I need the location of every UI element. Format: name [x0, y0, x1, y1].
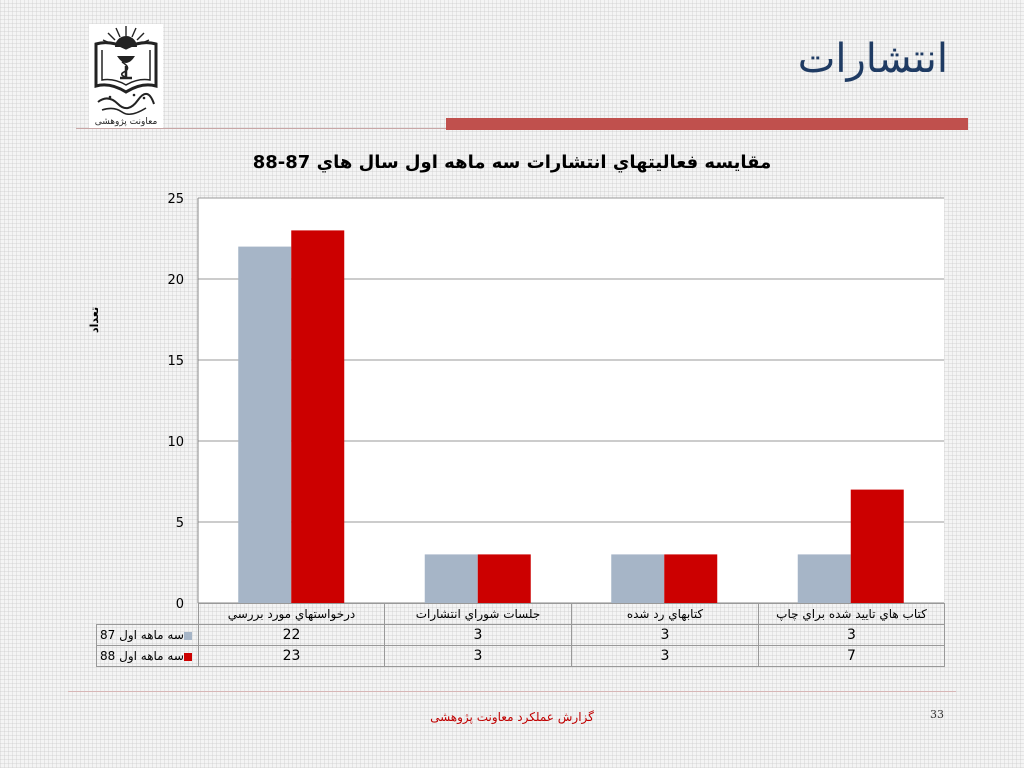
bar-series-88 — [850, 489, 904, 603]
table-cell: 23 — [198, 645, 385, 667]
category-header: جلسات شوراي انتشارات — [384, 603, 572, 625]
category-header: كتابهاي رد شده — [571, 603, 759, 625]
bar-series-87 — [424, 554, 478, 603]
table-row: سه ماهه اول 88 23 3 3 7 — [96, 645, 945, 667]
table-cell: 3 — [384, 624, 572, 646]
footer-divider — [68, 691, 956, 692]
footer-text: گزارش عملکرد معاونت پژوهشی — [430, 710, 594, 724]
table-cell: 3 — [758, 624, 945, 646]
y-tick-label: 20 — [167, 273, 184, 288]
logo-caption: معاونت پژوهشی — [94, 117, 158, 127]
university-logo — [89, 24, 163, 128]
table-row: سه ماهه اول 87 22 3 3 3 — [96, 624, 945, 646]
bar-series-87 — [611, 554, 665, 603]
header-accent-bar — [446, 118, 968, 130]
y-tick-label: 15 — [167, 354, 184, 369]
y-tick-label: 25 — [167, 192, 184, 207]
bar-series-88 — [664, 554, 718, 603]
table-cell: 22 — [198, 624, 385, 646]
data-table: درخواستهاي مورد بررسي جلسات شوراي انتشار… — [96, 603, 945, 667]
table-cell: 7 — [758, 645, 945, 667]
table-cell: 3 — [571, 645, 759, 667]
legend-entry-88: سه ماهه اول 88 — [96, 645, 199, 667]
category-header: درخواستهاي مورد بررسي — [198, 603, 385, 625]
legend-entry-87: سه ماهه اول 87 — [96, 624, 199, 646]
table-header-row: درخواستهاي مورد بررسي جلسات شوراي انتشار… — [96, 603, 945, 625]
legend-label: سه ماهه اول 88 — [100, 649, 184, 663]
y-tick-label: 10 — [167, 435, 184, 450]
page-number: 33 — [930, 708, 944, 721]
bar-series-88 — [477, 554, 531, 603]
category-header: كتاب هاي تاييد شده براي چاپ — [758, 603, 945, 625]
chart-title: مقايسه فعاليتهاي انتشارات سه ماهه اول سا… — [252, 152, 772, 173]
y-tick-label: 5 — [176, 516, 184, 531]
legend-label: سه ماهه اول 87 — [100, 628, 184, 642]
bar-series-87 — [797, 554, 851, 603]
bar-series-87 — [238, 246, 292, 603]
table-corner — [96, 603, 199, 625]
legend-swatch — [183, 631, 192, 640]
bar-series-88 — [291, 230, 345, 603]
legend-swatch — [183, 652, 192, 661]
table-cell: 3 — [571, 624, 759, 646]
slide-title: انتشارات — [797, 36, 948, 82]
table-cell: 3 — [384, 645, 572, 667]
